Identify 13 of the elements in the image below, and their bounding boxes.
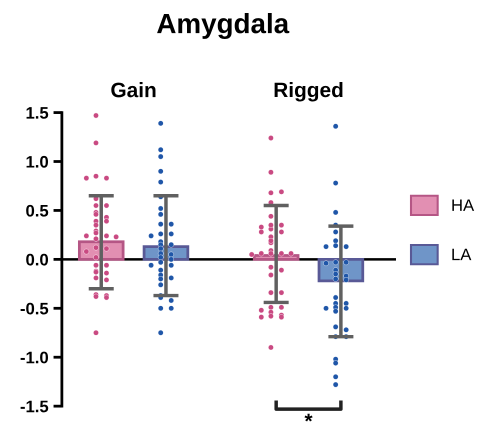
chart-title: Amygdala — [157, 12, 290, 40]
x-tick-label: Rigged — [274, 82, 342, 102]
text: * — [304, 414, 313, 422]
y-tick-label: 0.0 — [26, 254, 48, 266]
legend-label: HA — [452, 199, 474, 211]
y-tick-label: 1.0 — [26, 156, 48, 168]
y-tick-label: 0.5 — [26, 204, 48, 217]
y-tick-label: -0.5 — [20, 302, 48, 314]
legend-label: LA — [452, 248, 472, 260]
y-tick-label: -1.5 — [20, 400, 48, 412]
y-tick-label: 1.5 — [26, 107, 48, 119]
x-tick-label: Gain — [111, 82, 156, 98]
y-tick-label: -1.0 — [20, 352, 48, 364]
